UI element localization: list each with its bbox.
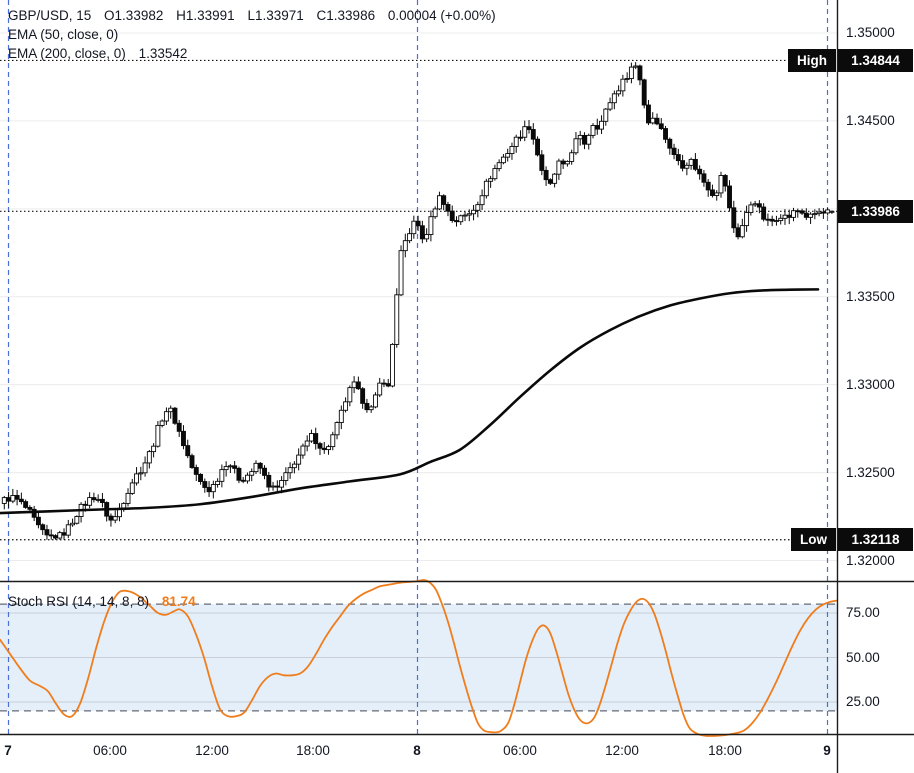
ohlc-open: O1.33982: [104, 8, 164, 23]
stoch-rsi-line: [0, 579, 838, 737]
time-tick-label: 9: [823, 743, 831, 758]
high-price-badge: 1.34844: [838, 48, 913, 72]
candles-layer: [1, 62, 835, 540]
high-marker-text: High: [797, 52, 827, 68]
stoch-tick-label: 50.00: [846, 649, 880, 665]
price-tick-label: 1.35000: [846, 25, 895, 40]
marker-lines: [0, 59, 837, 541]
price-tick-label: 1.33500: [846, 288, 895, 304]
stoch-rsi-label: Stoch RSI (14, 14, 8, 8): [8, 594, 150, 609]
session-lines: [7, 0, 829, 735]
price-tick-label: 1.32500: [846, 464, 895, 480]
ema200-line: [0, 288, 820, 515]
low-marker-badge: Low: [791, 528, 836, 552]
price-tick-label: 1.33000: [846, 376, 895, 392]
high-price-text: 1.34844: [851, 52, 900, 68]
ema200-label: EMA (200, close, 0): [8, 46, 126, 61]
price-change: 0.00004 (+0.00%): [387, 8, 496, 23]
last-price-badge: 1.33986: [838, 199, 913, 223]
time-tick-label: 18:00: [708, 743, 742, 758]
ema200-legend[interactable]: EMA (200, close, 0) 1.33542: [8, 45, 196, 62]
symbol-name: GBP/USD, 15: [8, 8, 92, 23]
stoch-band: [0, 603, 837, 712]
ohlc-close: C1.33986: [316, 8, 376, 23]
time-tick-label: 12:00: [605, 743, 639, 758]
time-tick-label: 06:00: [93, 743, 127, 758]
ohlc-high: H1.33991: [176, 8, 235, 23]
ema50-label: EMA (50, close, 0): [8, 27, 119, 42]
time-tick-label: 7: [4, 743, 12, 758]
stoch-rsi-value: 81.74: [161, 594, 196, 609]
price-tick-label: 1.32000: [846, 552, 895, 568]
stoch-tick-label: 75.00: [846, 605, 880, 620]
symbol-legend[interactable]: GBP/USD, 15 O1.33982 H1.33991 L1.33971 C…: [8, 7, 505, 24]
price-tick-label: 1.34500: [846, 112, 895, 128]
time-tick-label: 06:00: [503, 743, 537, 758]
low-price-badge: 1.32118: [838, 528, 913, 552]
low-marker-text: Low: [800, 532, 827, 548]
last-price-text: 1.33986: [851, 203, 900, 219]
high-marker-badge: High: [788, 48, 836, 72]
time-tick-label: 12:00: [195, 743, 229, 758]
stoch-rsi-legend[interactable]: Stoch RSI (14, 14, 8, 8) 81.74: [8, 593, 196, 610]
time-tick-label: 18:00: [296, 743, 330, 758]
ema200-value: 1.33542: [138, 46, 188, 61]
ema50-legend[interactable]: EMA (50, close, 0): [8, 26, 127, 43]
low-price-text: 1.32118: [851, 532, 900, 548]
stoch-tick-label: 25.00: [846, 694, 880, 709]
ohlc-low: L1.33971: [247, 8, 304, 23]
time-tick-label: 8: [413, 743, 421, 758]
